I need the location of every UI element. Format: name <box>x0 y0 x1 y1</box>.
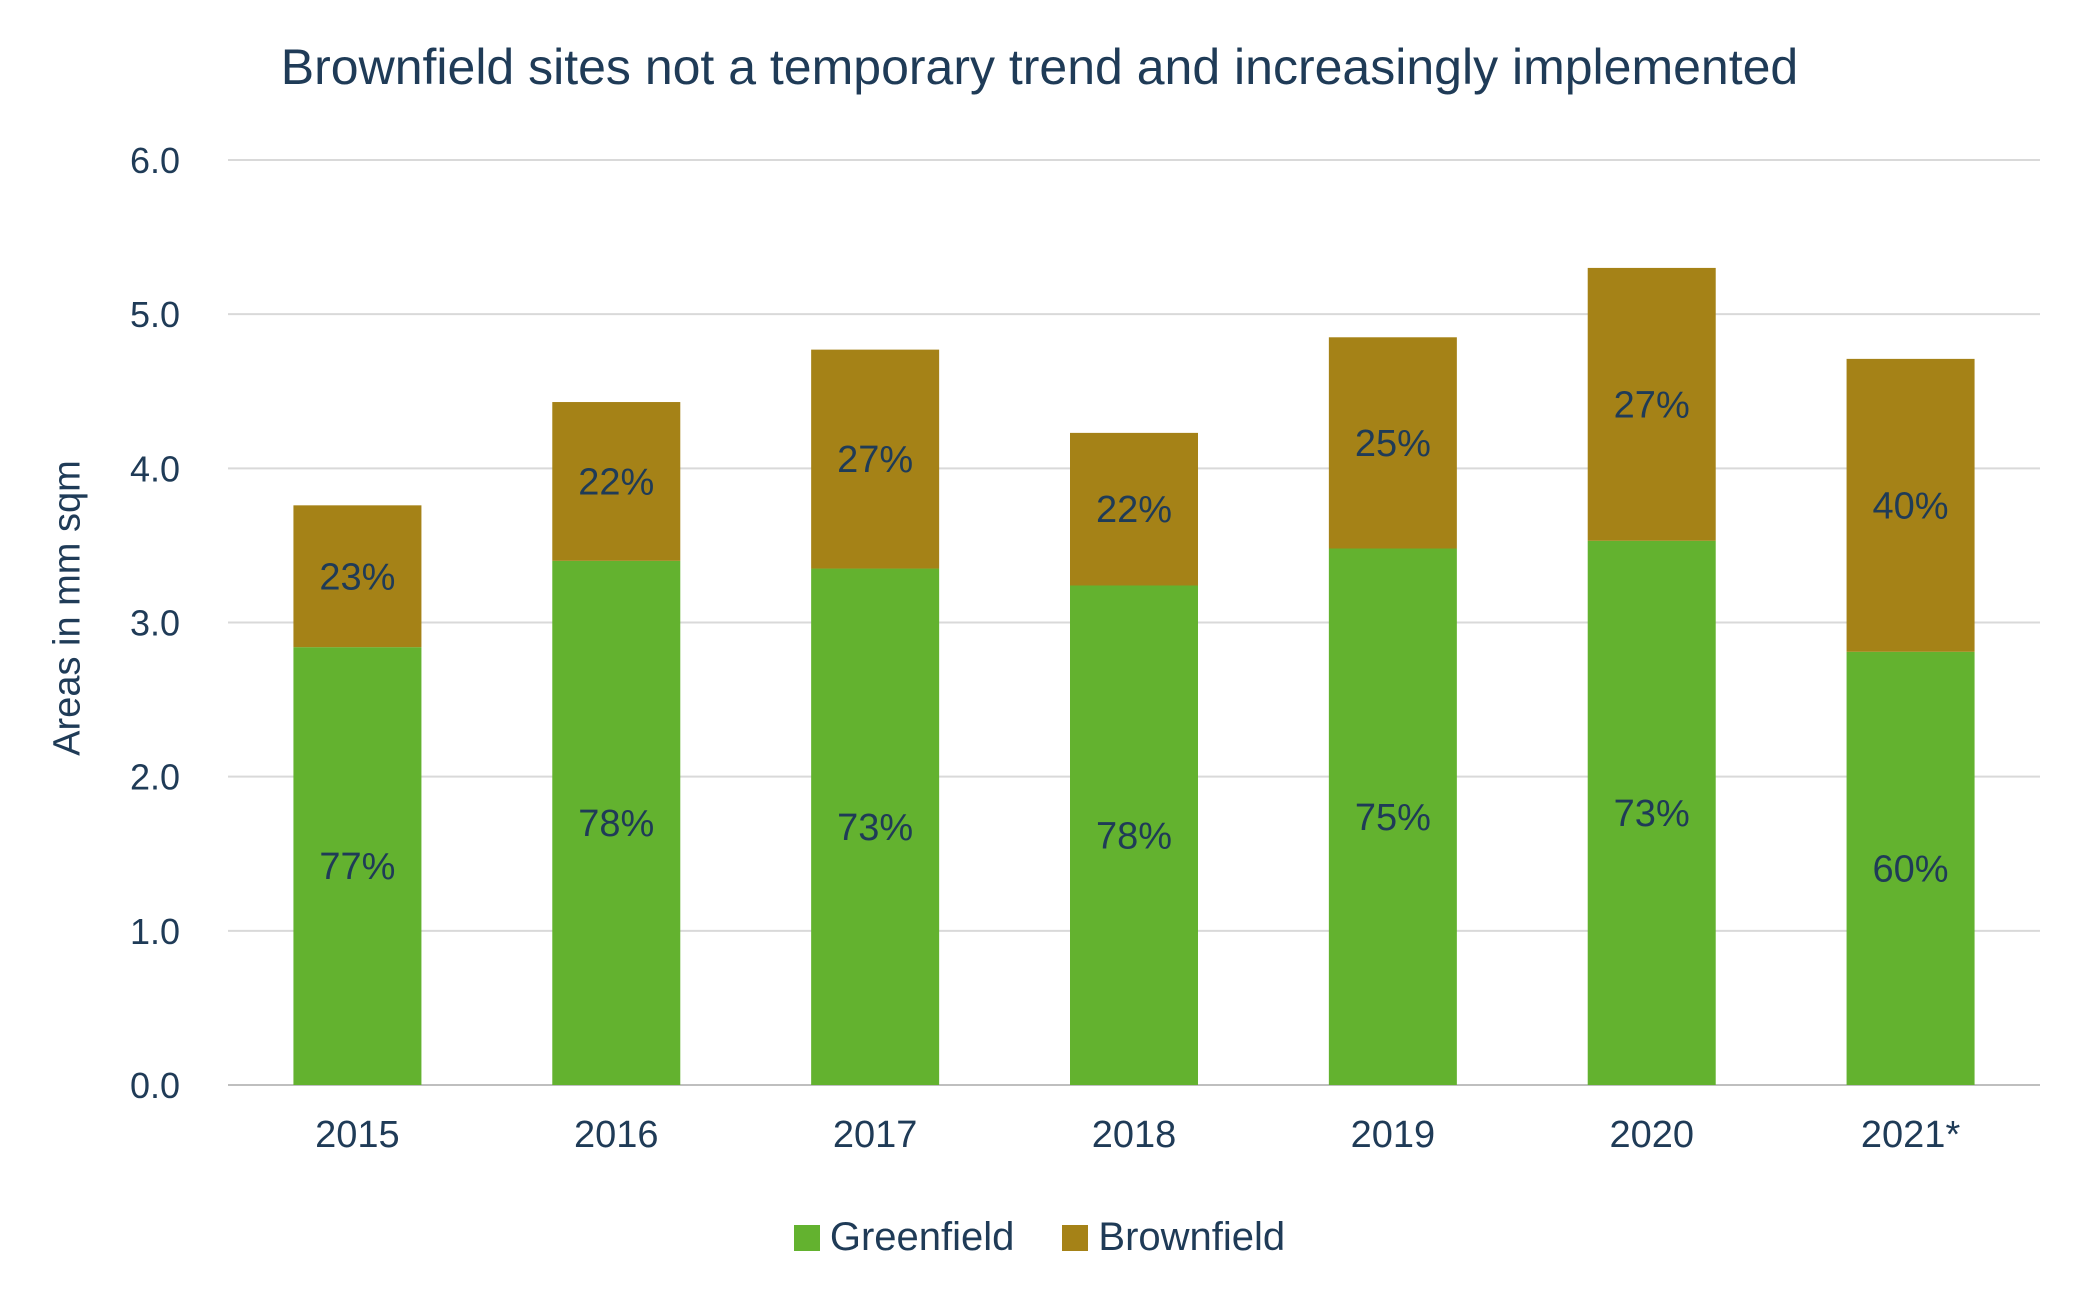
y-tick-label: 5.0 <box>130 294 180 335</box>
data-label: 77% <box>319 846 395 888</box>
data-label: 73% <box>837 807 913 849</box>
data-label: 73% <box>1614 793 1690 835</box>
legend-item-brownfield: Brownfield <box>1062 1215 1285 1260</box>
x-tick-label: 2015 <box>315 1114 400 1156</box>
y-tick-label: 2.0 <box>130 757 180 798</box>
data-label: 40% <box>1873 485 1949 527</box>
legend-swatch-greenfield <box>793 1224 820 1251</box>
x-tick-label: 2019 <box>1351 1114 1436 1156</box>
data-label: 78% <box>578 803 654 845</box>
y-tick-label: 4.0 <box>130 448 180 489</box>
x-tick-label: 2017 <box>833 1114 918 1156</box>
y-tick-label: 6.0 <box>130 140 180 181</box>
data-label: 27% <box>837 439 913 481</box>
y-tick-label: 3.0 <box>130 603 180 644</box>
bar-greenfield <box>1846 651 1975 1085</box>
bar-greenfield <box>811 568 940 1085</box>
legend-label-brownfield: Brownfield <box>1098 1215 1286 1259</box>
legend-swatch-brownfield <box>1062 1224 1089 1251</box>
x-tick-label: 2016 <box>574 1114 659 1156</box>
bar-brownfield <box>1328 337 1457 549</box>
x-tick-label: 2020 <box>1609 1114 1694 1156</box>
bar-brownfield <box>811 349 940 569</box>
chart-title: Brownfield sites not a temporary trend a… <box>280 39 1799 95</box>
data-label: 78% <box>1096 815 1172 857</box>
bar-brownfield <box>552 402 681 561</box>
data-label: 75% <box>1355 797 1431 839</box>
bar-greenfield <box>1070 585 1198 1085</box>
y-tick-label: 0.0 <box>130 1065 180 1106</box>
x-tick-label: 2018 <box>1092 1114 1177 1156</box>
y-tick-label: 1.0 <box>130 911 180 952</box>
legend-label-greenfield: Greenfield <box>829 1215 1015 1259</box>
bar-brownfield <box>1070 432 1198 586</box>
bar-greenfield <box>552 560 681 1085</box>
bar-greenfield <box>1328 548 1457 1085</box>
x-tick-label: 2021* <box>1861 1114 1961 1156</box>
bar-brownfield <box>1846 358 1975 652</box>
data-label: 60% <box>1873 848 1949 890</box>
bar-greenfield <box>293 647 422 1085</box>
legend-item-greenfield: Greenfield <box>793 1215 1015 1260</box>
data-label: 22% <box>1096 489 1172 531</box>
data-label: 23% <box>319 556 395 598</box>
bar-brownfield <box>1587 267 1716 541</box>
bar-greenfield <box>1587 540 1716 1085</box>
data-label: 27% <box>1614 384 1690 426</box>
data-label: 25% <box>1355 423 1431 465</box>
bar-brownfield <box>293 505 422 648</box>
data-label: 22% <box>578 461 654 503</box>
legend: Greenfield Brownfield <box>0 1215 2079 1260</box>
